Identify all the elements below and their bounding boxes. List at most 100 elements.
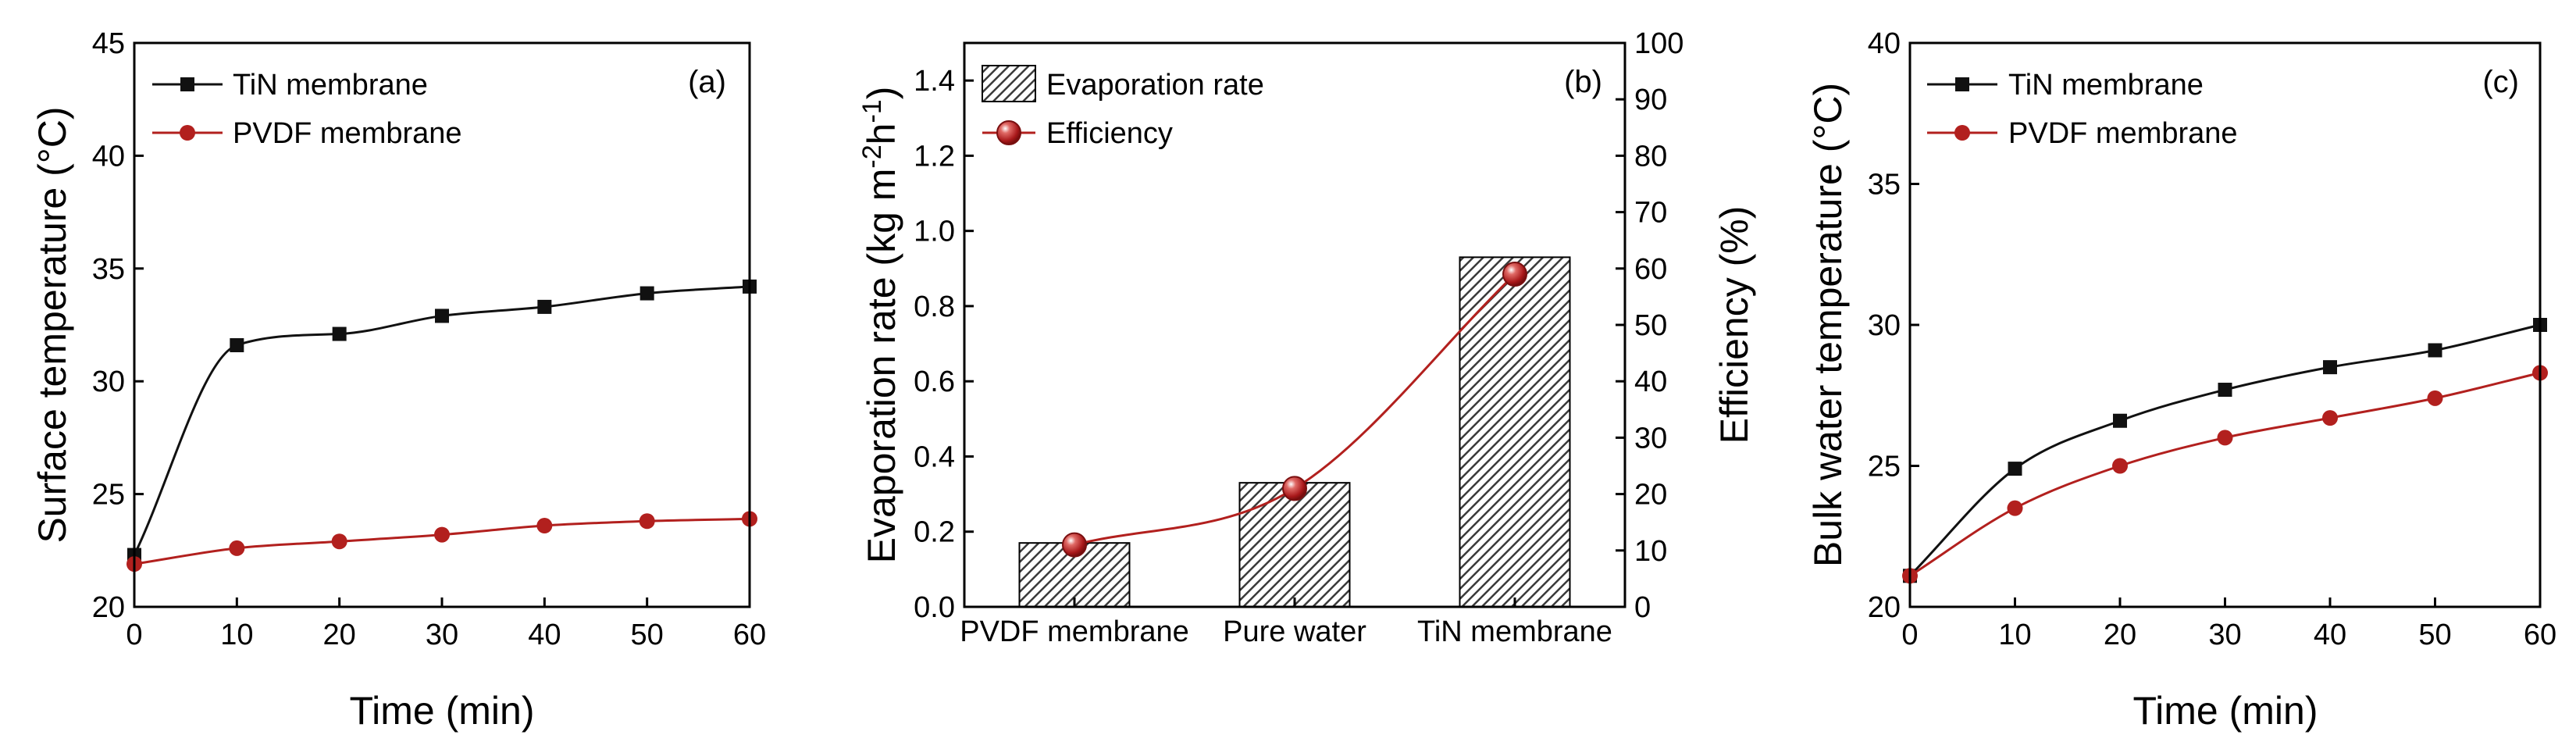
y-tick-label: 1.0 [914, 216, 955, 248]
x-tick-label: 40 [2314, 619, 2346, 651]
legend-label: Evaporation rate [1046, 69, 1264, 102]
data-point-tin-membrane [435, 309, 449, 323]
y-tick-label: 0.4 [914, 440, 955, 473]
y-tick-label: 80 [1634, 140, 1667, 173]
legend-circle-marker [1954, 125, 1970, 141]
y-tick-label: 35 [92, 253, 125, 286]
y-tick-label: 45 [92, 27, 125, 60]
panel-b-legend: Evaporation rate Efficiency [982, 65, 1264, 150]
y-tick-label: 30 [1868, 309, 1901, 342]
data-point-efficiency [1062, 532, 1087, 558]
panel-a-series [126, 279, 757, 572]
x-tick-label: 40 [528, 619, 561, 651]
panel-a-ylabel: Surface temperature (°C) [30, 106, 74, 543]
data-point-tin-membrane [230, 337, 244, 352]
data-point-efficiency [1502, 262, 1527, 287]
bar-tin-membrane [1459, 256, 1571, 608]
data-point-tin-membrane [2113, 413, 2127, 428]
y-tick-label: 70 [1634, 197, 1667, 230]
y-tick-label: 20 [1868, 591, 1901, 624]
y-tick-label: 20 [92, 591, 125, 624]
data-point-pvdf-membrane [2217, 430, 2233, 446]
panel-c-x-ticks: 0 10 20 30 40 50 60 [1901, 597, 2556, 651]
ylabel-superscript: -2 [857, 144, 887, 168]
x-tick-label: 60 [2524, 619, 2556, 651]
data-point-pvdf-membrane [229, 540, 245, 556]
data-point-tin-membrane [640, 286, 654, 301]
panel-b-bars [1018, 256, 1571, 608]
x-tick-label: 50 [631, 619, 664, 651]
data-point-pvdf-membrane [639, 513, 655, 530]
y-tick-label: 30 [92, 366, 125, 398]
data-point-tin-membrane [332, 326, 347, 341]
panel-b-efficiency-series [1062, 262, 1527, 558]
panel-a-legend: TiN membrane PVDF membrane [152, 69, 462, 150]
ylabel-text: ) [860, 87, 903, 100]
y-tick-label: 35 [1868, 169, 1901, 202]
panel-c: 20 25 30 35 40 0 10 20 30 40 50 60 Time (min) Bulk… [1806, 27, 2556, 733]
panel-b-y2-ticks: 0 10 20 30 40 50 60 70 80 90 100 [1616, 27, 1683, 624]
data-point-tin-membrane [2323, 360, 2337, 375]
x-tick-label: 30 [2208, 619, 2241, 651]
x-tick-label: 60 [733, 619, 766, 651]
panel-b-ylabel: Evaporation rate (kg m-2h-1) [857, 87, 903, 564]
legend-square-marker [1955, 77, 1969, 91]
category-label: Pure water [1223, 615, 1366, 648]
panel-c-xlabel: Time (min) [2132, 689, 2318, 733]
x-tick-label: 10 [220, 619, 253, 651]
y-tick-label: 1.2 [914, 140, 955, 173]
legend-ball-marker [996, 120, 1021, 145]
y-tick-label: 30 [1634, 422, 1667, 455]
data-point-tin-membrane [2218, 383, 2232, 398]
x-tick-label: 20 [323, 619, 356, 651]
panel-c-y-ticks: 20 25 30 35 40 [1868, 27, 1919, 624]
series-line-tin-membrane [1908, 323, 2541, 577]
ylabel-text: h [860, 123, 903, 145]
series-line-tin-membrane [133, 285, 750, 556]
y-tick-label: 40 [1634, 366, 1667, 398]
legend-square-marker [180, 77, 194, 91]
data-point-pvdf-membrane [2322, 410, 2338, 426]
y-tick-label: 0 [1634, 591, 1651, 624]
panel-a-y-ticks: 20 25 30 35 40 45 [92, 27, 144, 624]
panel-c-series [1902, 318, 2548, 584]
panel-b-category-labels: PVDF membrane Pure water TiN membrane [960, 597, 1612, 648]
y-tick-label: 1.4 [914, 65, 955, 98]
panel-b-panel-label: (b) [1564, 65, 1602, 99]
panel-b: 0.0 0.2 0.4 0.6 0.8 1.0 1.2 1.4 0 10 20 30 40 50 60 70… [857, 27, 1756, 648]
y-tick-label: 40 [92, 140, 125, 173]
y-tick-label: 20 [1634, 479, 1667, 512]
legend-entry-efficiency: Efficiency [982, 117, 1173, 150]
data-point-pvdf-membrane [331, 533, 347, 550]
legend-entry-tin-membrane: TiN membrane [1927, 69, 2204, 102]
y-tick-label: 10 [1634, 535, 1667, 568]
panel-a-x-ticks: 0 10 20 30 40 50 60 [126, 597, 766, 651]
panel-a-panel-label: (a) [688, 65, 726, 99]
y-tick-label: 40 [1868, 27, 1901, 60]
data-point-tin-membrane [537, 299, 552, 314]
x-tick-label: 10 [1998, 619, 2031, 651]
x-tick-label: 50 [2418, 619, 2451, 651]
legend-entry-tin-membrane: TiN membrane [152, 69, 428, 102]
panel-c-legend: TiN membrane PVDF membrane [1927, 69, 2238, 150]
data-point-tin-membrane [2008, 462, 2022, 476]
legend-label: TiN membrane [2008, 69, 2204, 102]
y-tick-label: 25 [1868, 451, 1901, 483]
legend-label: TiN membrane [233, 69, 428, 102]
ylabel-superscript: -1 [857, 99, 887, 123]
y-tick-label: 0.0 [914, 591, 955, 624]
panel-b-y-ticks: 0.0 0.2 0.4 0.6 0.8 1.0 1.2 1.4 [914, 65, 974, 624]
y-tick-label: 0.2 [914, 516, 955, 549]
y-tick-label: 100 [1634, 27, 1683, 60]
legend-label: PVDF membrane [233, 117, 462, 150]
ylabel-text: Evaporation rate (kg m [860, 169, 903, 564]
panel-a-xlabel: Time (min) [349, 689, 534, 733]
legend-hatch-swatch [982, 65, 1036, 102]
x-tick-label: 0 [1901, 619, 1918, 651]
panel-b-y2label: Efficiency (%) [1712, 206, 1756, 444]
legend-circle-marker [180, 125, 195, 141]
category-label: PVDF membrane [960, 615, 1189, 648]
data-point-pvdf-membrane [2007, 500, 2023, 516]
data-point-pvdf-membrane [536, 518, 553, 534]
legend-entry-pvdf-membrane: PVDF membrane [1927, 117, 2238, 150]
